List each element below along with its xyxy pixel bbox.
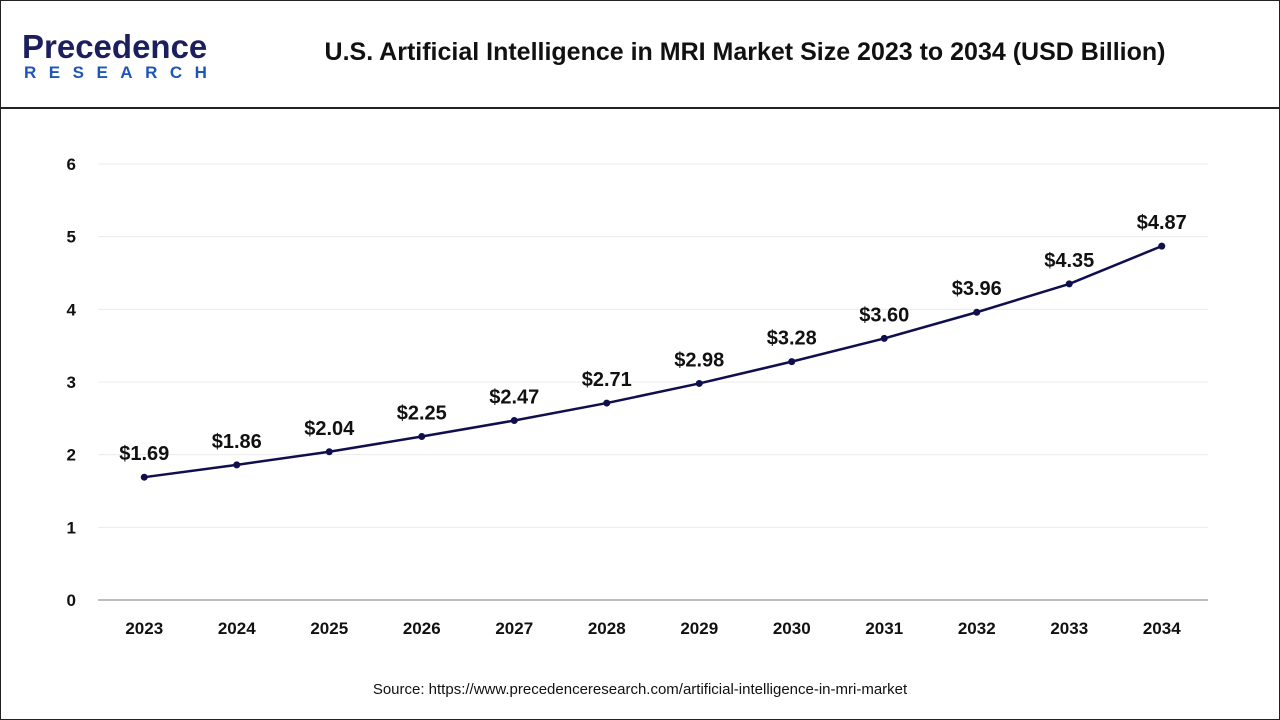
data-label: $2.04 xyxy=(304,418,355,440)
data-label: $2.98 xyxy=(674,349,724,371)
y-tick-label: 5 xyxy=(67,228,76,247)
data-label: $2.71 xyxy=(582,369,632,391)
data-point xyxy=(1158,242,1166,250)
data-point xyxy=(325,448,333,456)
y-tick-label: 2 xyxy=(67,446,76,465)
data-label: $2.47 xyxy=(489,387,539,409)
data-label: $2.25 xyxy=(397,403,447,425)
series-line xyxy=(144,244,1163,479)
y-tick-label: 0 xyxy=(67,591,76,610)
y-tick-label: 4 xyxy=(67,300,77,319)
precedence-research-logo: Precedence RESEARCH xyxy=(22,30,219,82)
logo-wordmark: Precedence xyxy=(22,28,208,65)
x-tick-label: 2031 xyxy=(865,619,903,638)
data-point xyxy=(788,358,796,366)
source-note: Source: https://www.precedenceresearch.c… xyxy=(372,681,908,698)
x-tick-label: 2023 xyxy=(125,619,163,638)
data-point xyxy=(973,308,981,316)
x-tick-label: 2027 xyxy=(495,619,533,638)
chart-title: U.S. Artificial Intelligence in MRI Mark… xyxy=(324,38,1166,66)
x-tick-label: 2033 xyxy=(1050,619,1088,638)
x-tick-label: 2034 xyxy=(1143,619,1181,638)
y-tick-label: 6 xyxy=(67,155,76,174)
data-point xyxy=(418,433,426,440)
data-label: $3.60 xyxy=(859,304,909,326)
x-tick-label: 2025 xyxy=(310,619,348,638)
data-point xyxy=(603,399,611,407)
data-point xyxy=(1065,280,1073,288)
x-tick-label: 2030 xyxy=(773,619,811,638)
data-point xyxy=(880,334,888,342)
y-tick-label: 1 xyxy=(67,518,76,537)
y-tick-label: 3 xyxy=(67,373,76,392)
x-tick-label: 2032 xyxy=(958,619,996,638)
data-label: $1.69 xyxy=(119,443,169,465)
x-tick-label: 2026 xyxy=(403,619,441,638)
data-label: $4.87 xyxy=(1137,212,1187,234)
data-point xyxy=(695,379,703,387)
data-point xyxy=(510,417,518,425)
data-label: $4.35 xyxy=(1044,250,1094,272)
x-tick-label: 2028 xyxy=(588,619,626,638)
data-point xyxy=(140,473,148,481)
x-tick-label: 2029 xyxy=(680,619,718,638)
header: Precedence RESEARCH U.S. Artificial Inte… xyxy=(0,0,1280,109)
data-label: $1.86 xyxy=(212,431,262,453)
x-tick-label: 2024 xyxy=(218,619,256,638)
data-label: $3.96 xyxy=(952,278,1002,300)
data-point xyxy=(233,461,241,469)
logo-subtext: RESEARCH xyxy=(24,63,220,82)
data-label: $3.28 xyxy=(767,328,817,350)
